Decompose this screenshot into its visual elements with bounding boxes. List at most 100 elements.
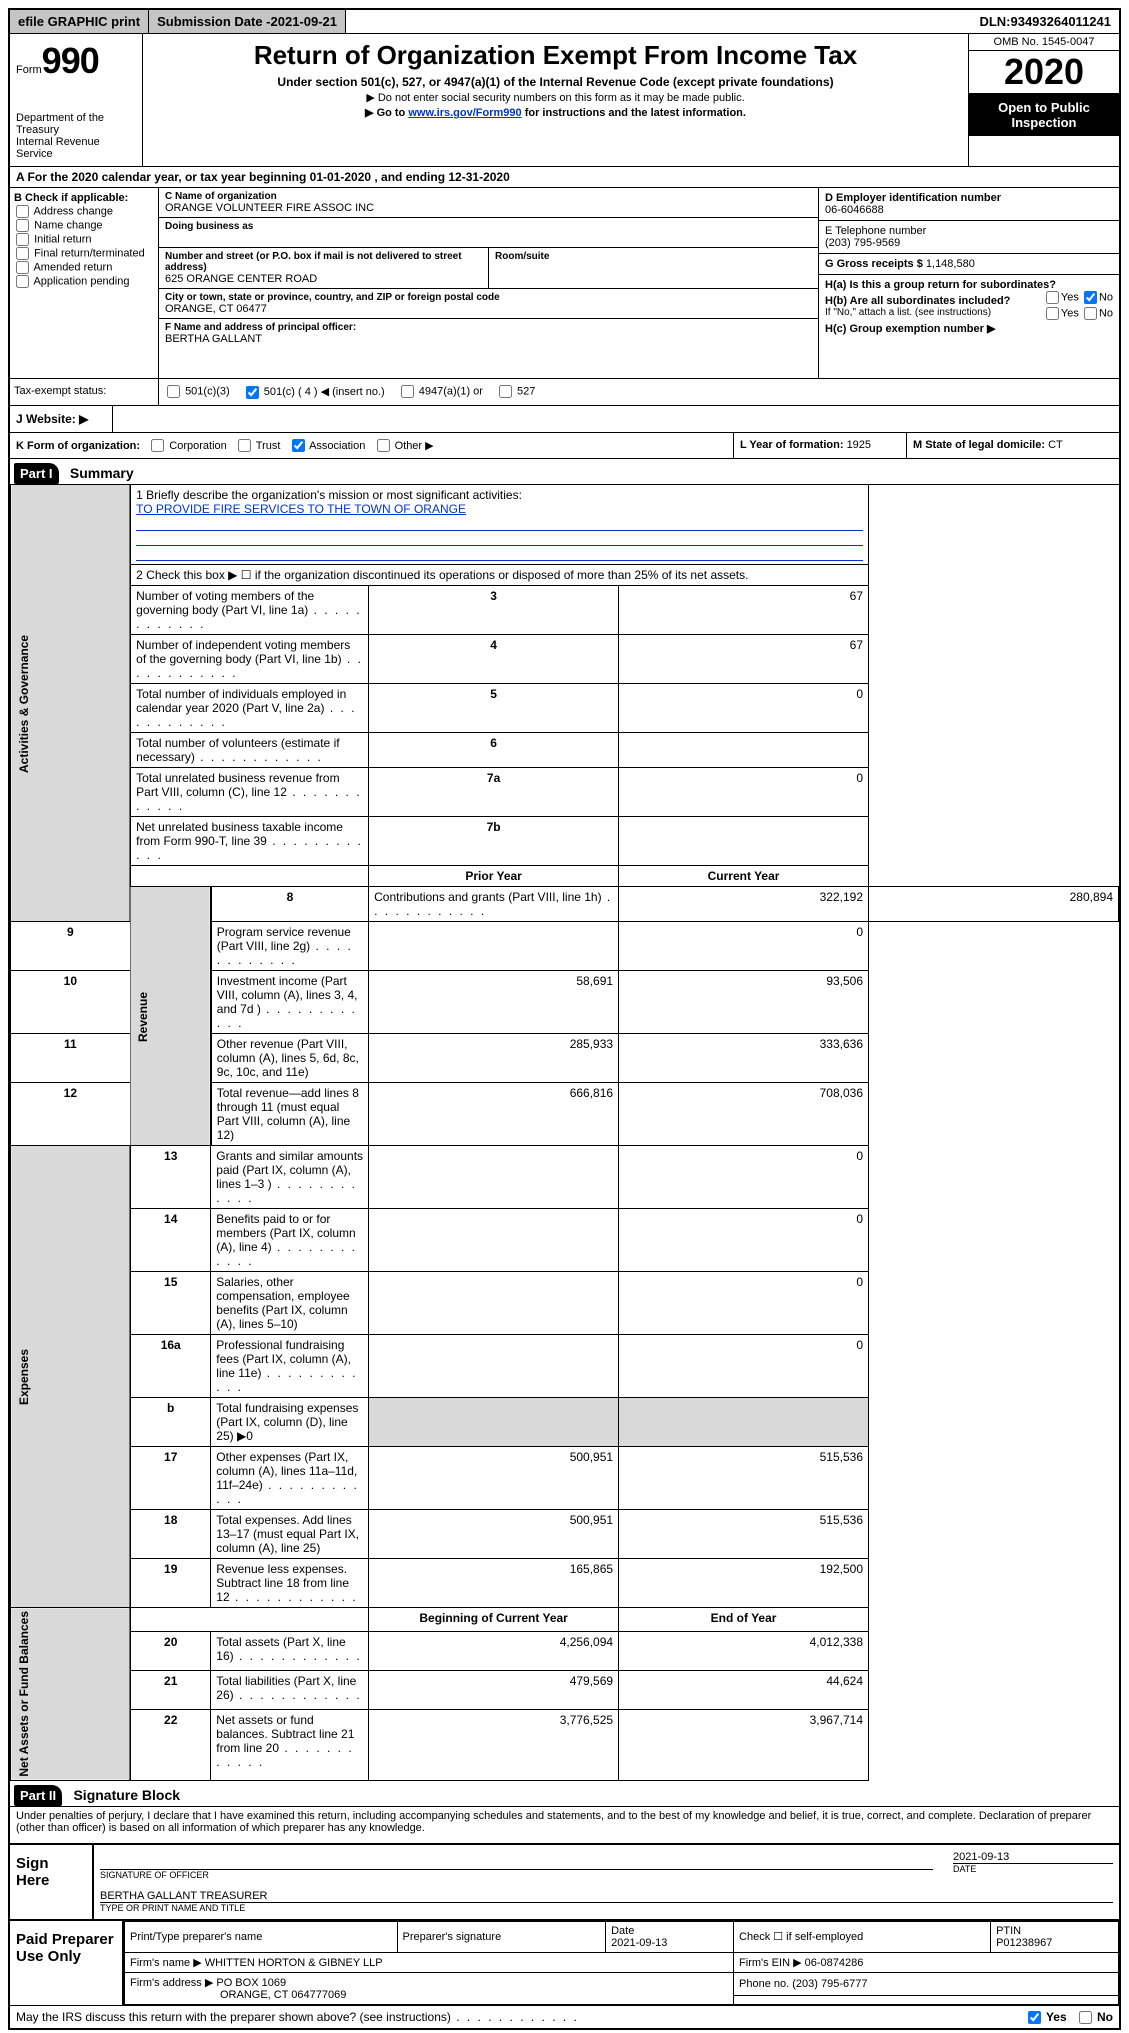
chk-corp[interactable]: [151, 439, 164, 452]
chk-discuss-yes[interactable]: [1028, 2011, 1041, 2024]
chk-address-change[interactable]: [16, 205, 29, 218]
box-e: E Telephone number (203) 795-9569: [819, 221, 1119, 254]
form-subtitle: Under section 501(c), 527, or 4947(a)(1)…: [153, 75, 958, 89]
box-f-h-row: F Name and address of principal officer:…: [159, 318, 818, 378]
line16b-text: Total fundraising expenses (Part IX, col…: [211, 1398, 369, 1447]
line16a-prior: [369, 1335, 619, 1398]
chk-4947a1[interactable]: [401, 385, 414, 398]
opt-application-pending[interactable]: Application pending: [14, 275, 154, 288]
chk-trust[interactable]: [238, 439, 251, 452]
col-d-h: D Employer identification number 06-6046…: [819, 188, 1119, 378]
header-right: OMB No. 1545-0047 2020 Open to Public In…: [969, 34, 1119, 166]
box-c-dba: Doing business as: [159, 217, 818, 247]
line20-curr: 4,012,338: [619, 1631, 869, 1670]
line8-prior: 322,192: [619, 887, 869, 922]
block-b-through-h: B Check if applicable: Address change Na…: [10, 188, 1119, 379]
line19-num: 19: [130, 1559, 211, 1608]
line13-prior: [369, 1146, 619, 1209]
chk-discuss-no[interactable]: [1079, 2011, 1092, 2024]
line18-curr: 515,536: [619, 1510, 869, 1559]
line15-curr: 0: [619, 1272, 869, 1335]
line17-num: 17: [130, 1447, 211, 1510]
box-d: D Employer identification number 06-6046…: [819, 188, 1119, 221]
box-h: H(a) Is this a group return for subordin…: [819, 275, 1119, 339]
line4-val: 67: [619, 635, 869, 684]
sig-date-value: 2021-09-13: [953, 1851, 1113, 1863]
chk-hb-yes[interactable]: [1046, 307, 1059, 320]
part2-badge: Part II: [14, 1785, 62, 1806]
form-title: Return of Organization Exempt From Incom…: [153, 40, 958, 71]
opt-name-change[interactable]: Name change: [14, 219, 154, 232]
line20-prior: 4,256,094: [369, 1631, 619, 1670]
row-k-body: K Form of organization: Corporation Trus…: [10, 433, 733, 459]
chk-name-change[interactable]: [16, 219, 29, 232]
chk-ha-yes[interactable]: [1046, 291, 1059, 304]
line21-curr: 44,624: [619, 1670, 869, 1709]
chk-initial-return[interactable]: [16, 233, 29, 246]
chk-assoc[interactable]: [292, 439, 305, 452]
efile-graphic-button[interactable]: efile GRAPHIC print: [10, 10, 149, 33]
opt-final-return-label: Final return/terminated: [34, 247, 145, 259]
firm-addr-label: Firm's address ▶: [130, 1977, 216, 1989]
opt-final-return[interactable]: Final return/terminated: [14, 247, 154, 260]
line7b-val: [619, 817, 869, 866]
line4-text: Number of independent voting members of …: [130, 635, 369, 684]
line12-text: Total revenue—add lines 8 through 11 (mu…: [211, 1083, 369, 1146]
firm-phone-value: (203) 795-6777: [792, 1978, 867, 1990]
line13-text: Grants and similar amounts paid (Part IX…: [211, 1146, 369, 1209]
box-c-street-row: Number and street (or P.O. box if mail i…: [159, 247, 818, 288]
row-l-label: L Year of formation:: [740, 439, 847, 451]
sig-date-label: Date: [953, 1863, 1113, 1874]
box-g: G Gross receipts $ 1,148,580: [819, 254, 1119, 275]
chk-amended-return[interactable]: [16, 261, 29, 274]
opt-amended-return[interactable]: Amended return: [14, 261, 154, 274]
form-number: Form990: [16, 40, 136, 82]
dln-cell: DLN: 93493264011241: [971, 10, 1119, 33]
line18-num: 18: [130, 1510, 211, 1559]
phone-value: (203) 795-9569: [825, 237, 1113, 249]
line2: 2 Check this box ▶ ☐ if the organization…: [130, 565, 868, 586]
hdr-end-year: End of Year: [619, 1608, 869, 1632]
line17-prior: 500,951: [369, 1447, 619, 1510]
hb-yes: Yes: [1061, 307, 1079, 319]
opt-address-change[interactable]: Address change: [14, 205, 154, 218]
box-c-street: Number and street (or P.O. box if mail i…: [159, 248, 489, 288]
box-c-name: C Name of organization ORANGE VOLUNTEER …: [159, 188, 818, 217]
part2-header-row: Part II Signature Block: [10, 1781, 1119, 1806]
chk-other[interactable]: [377, 439, 390, 452]
opt-initial-return[interactable]: Initial return: [14, 233, 154, 246]
line3-val: 67: [619, 586, 869, 635]
chk-501c[interactable]: [246, 386, 259, 399]
line13-curr: 0: [619, 1146, 869, 1209]
dln-value: 93493264011241: [1010, 14, 1111, 29]
line22-text: Net assets or fund balances. Subtract li…: [211, 1710, 369, 1781]
part2-title: Signature Block: [65, 1783, 188, 1807]
line5-text: Total number of individuals employed in …: [130, 684, 369, 733]
line12-num: 12: [11, 1083, 131, 1146]
chk-hb-no[interactable]: [1084, 307, 1097, 320]
ptin-value: P01238967: [996, 1937, 1052, 1949]
line9-prior: [369, 922, 619, 971]
firm-name-cell: Firm's name ▶ WHITTEN HORTON & GIBNEY LL…: [125, 1952, 734, 1972]
opt-initial-return-label: Initial return: [34, 233, 91, 245]
chk-application-pending[interactable]: [16, 275, 29, 288]
line20-num: 20: [130, 1631, 211, 1670]
chk-501c3[interactable]: [167, 385, 180, 398]
part1-header-row: Part I Summary: [10, 459, 1119, 484]
line7a-num: 7a: [369, 768, 619, 817]
opt-address-change-label: Address change: [33, 205, 113, 217]
line9-num: 9: [11, 922, 131, 971]
line20-text: Total assets (Part X, line 16): [211, 1631, 369, 1670]
prep-name-label: Print/Type preparer's name: [125, 1921, 398, 1952]
firm-name-label: Firm's name ▶: [130, 1957, 205, 1969]
chk-ha-no[interactable]: [1084, 291, 1097, 304]
chk-527[interactable]: [499, 385, 512, 398]
irs-link[interactable]: www.irs.gov/Form990: [408, 107, 521, 119]
box-b-label: B Check if applicable:: [14, 192, 154, 204]
line11-curr: 333,636: [619, 1034, 869, 1083]
chk-final-return[interactable]: [16, 247, 29, 260]
line4-num: 4: [369, 635, 619, 684]
hdr-current-year: Current Year: [619, 866, 869, 887]
line18-text: Total expenses. Add lines 13–17 (must eq…: [211, 1510, 369, 1559]
submission-date-button[interactable]: Submission Date - 2021-09-21: [149, 10, 346, 33]
